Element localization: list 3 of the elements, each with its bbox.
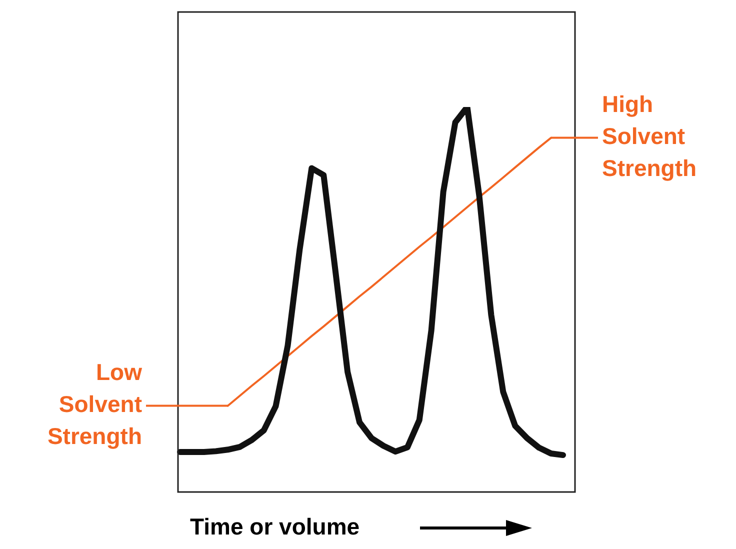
text: High Solvent Strength <box>602 91 697 182</box>
x-axis-title: Time or volume <box>190 513 360 540</box>
text: Low Solvent Strength <box>47 359 142 450</box>
